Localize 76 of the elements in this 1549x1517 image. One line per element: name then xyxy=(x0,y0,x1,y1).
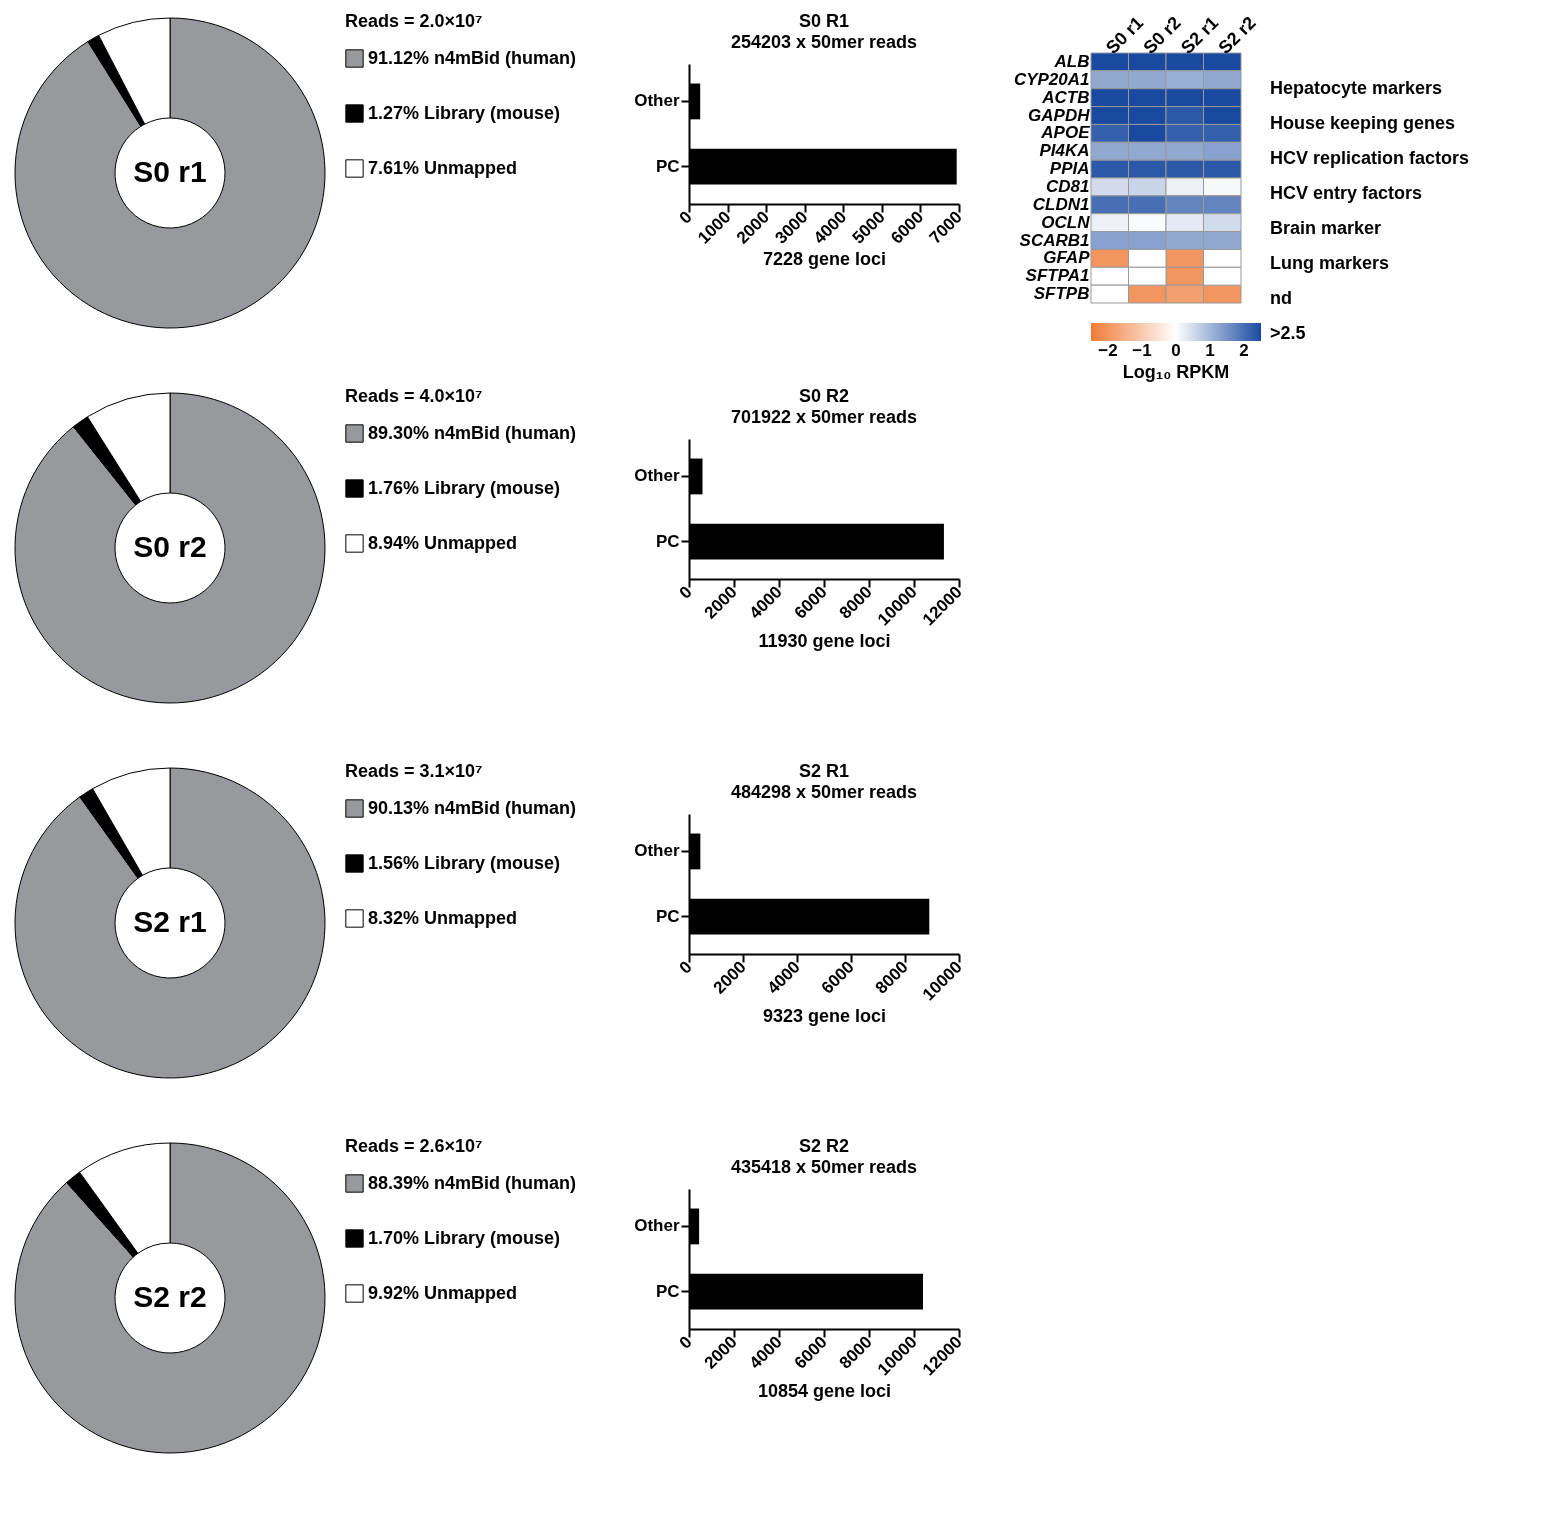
color-bar-label: 2 xyxy=(1239,341,1249,360)
y-tick-label: CLDN1 xyxy=(1032,194,1090,214)
y-tick-label: GFAP xyxy=(1043,248,1091,268)
y-tick-label: PC xyxy=(655,906,680,926)
x-tick-label: 0 xyxy=(675,207,696,228)
legend-label: 8.94% Unmapped xyxy=(368,532,518,553)
legend-title: Reads = 3.1×10⁷ xyxy=(345,761,483,781)
y-tick-label: PC xyxy=(655,531,680,551)
color-bar-label: 1 xyxy=(1205,341,1215,360)
donut-slice xyxy=(14,767,326,1079)
x-axis-title: 11930 gene loci xyxy=(758,630,891,651)
x-axis-title: 10854 gene loci xyxy=(757,1380,892,1401)
legend-label: 1.76% Library (mouse) xyxy=(368,477,561,498)
y-tick-label: Other xyxy=(634,91,680,111)
y-tick-label: SFTPB xyxy=(1033,284,1090,304)
chart-subtitle: 435418 x 50mer reads xyxy=(730,1157,918,1177)
x-tick-label: 0 xyxy=(675,957,696,978)
color-bar-label: −2 xyxy=(1098,341,1118,360)
chart-subtitle: 701922 x 50mer reads xyxy=(730,407,918,427)
legend-label: 1.27% Library (mouse) xyxy=(368,102,561,123)
text: nd xyxy=(1270,288,1293,309)
y-tick-label: PC xyxy=(655,1281,680,1301)
y-tick-label: SCARB1 xyxy=(1019,230,1090,250)
text: S0 r2 xyxy=(133,530,207,563)
chart-subtitle: 254203 x 50mer reads xyxy=(730,32,918,52)
x-axis-title: 7228 gene loci xyxy=(762,248,887,269)
text: Hepatocyte markers xyxy=(1270,78,1444,99)
y-tick-label: CYP20A1 xyxy=(1013,69,1090,89)
y-tick-label: PC xyxy=(655,156,680,176)
y-tick-label: APOE xyxy=(1040,123,1091,143)
text: S2 r1 xyxy=(133,905,207,938)
color-bar-label: −1 xyxy=(1132,341,1152,360)
x-tick-label: 0 xyxy=(675,1332,696,1353)
y-tick-label: SFTPA1 xyxy=(1025,266,1090,286)
legend-label: 91.12% n4mBid (human) xyxy=(368,47,577,68)
text: S2 r2 xyxy=(133,1280,207,1313)
text: House keeping genes xyxy=(1270,113,1457,134)
y-tick-label: Other xyxy=(634,1216,680,1236)
y-tick-label: ACTB xyxy=(1041,87,1090,107)
legend-label: 1.70% Library (mouse) xyxy=(368,1227,561,1248)
y-tick-label: ALB xyxy=(1053,51,1090,71)
chart-title: S0 R1 xyxy=(798,11,850,31)
color-bar-title: Log₁₀ RPKM xyxy=(1122,362,1230,382)
chart-title: S2 R1 xyxy=(798,761,850,781)
text: Brain marker xyxy=(1270,218,1383,239)
text: HCV entry factors xyxy=(1270,183,1424,204)
legend-title: Reads = 2.6×10⁷ xyxy=(345,1136,483,1156)
chart-title: S0 R2 xyxy=(798,386,850,406)
color-bar-label: 0 xyxy=(1171,341,1181,360)
chart-title: S2 R2 xyxy=(798,1136,850,1156)
y-tick-label: Other xyxy=(634,466,680,486)
legend-label: 9.92% Unmapped xyxy=(368,1282,518,1303)
donut-slice xyxy=(14,1142,326,1454)
text: >2.5 xyxy=(1270,323,1307,344)
legend-title: Reads = 2.0×10⁷ xyxy=(345,11,483,31)
text: Lung markers xyxy=(1270,253,1391,274)
y-tick-label: CD81 xyxy=(1046,176,1090,196)
y-tick-label: GAPDH xyxy=(1028,105,1091,125)
legend-label: 8.32% Unmapped xyxy=(368,907,518,928)
text: HCV replication factors xyxy=(1270,148,1470,169)
legend-label: 7.61% Unmapped xyxy=(368,157,518,178)
legend-title: Reads = 4.0×10⁷ xyxy=(345,386,483,406)
x-axis-title: 9323 gene loci xyxy=(762,1005,887,1026)
y-tick-label: Other xyxy=(634,841,680,861)
chart-subtitle: 484298 x 50mer reads xyxy=(730,782,918,802)
text: S0 r1 xyxy=(133,155,207,188)
legend-label: 89.30% n4mBid (human) xyxy=(368,422,577,443)
legend-label: 1.56% Library (mouse) xyxy=(368,852,561,873)
y-tick-label: PI4KA xyxy=(1039,141,1090,161)
donut-slice xyxy=(14,392,326,704)
donut-slice xyxy=(14,17,326,329)
legend-label: 90.13% n4mBid (human) xyxy=(368,797,577,818)
y-tick-label: OCLN xyxy=(1041,212,1091,232)
x-tick-label: 0 xyxy=(675,582,696,603)
y-tick-label: PPIA xyxy=(1049,159,1090,179)
legend-label: 88.39% n4mBid (human) xyxy=(368,1172,577,1193)
